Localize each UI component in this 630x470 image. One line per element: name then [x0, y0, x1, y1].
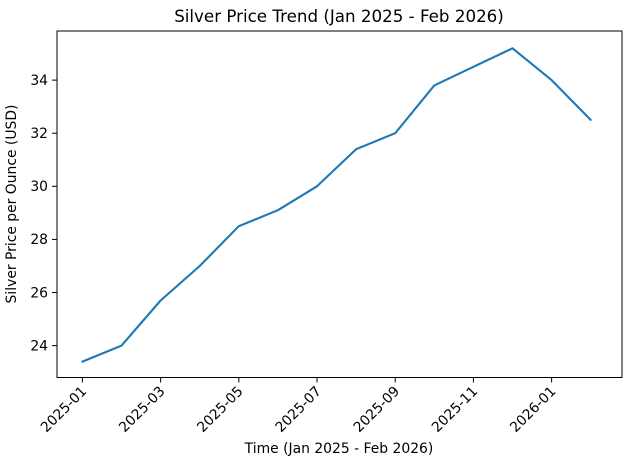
y-tick-label: 34: [30, 73, 48, 89]
plot-area: 24 26 28 30 32 34 2025-01 2025-03 2025-05 2025-07…: [30, 30, 623, 436]
x-tick-label: 2025-09: [351, 384, 403, 436]
silver-price-line: [81, 47, 592, 363]
x-tick-label: 2025-03: [116, 384, 168, 436]
x-axis-label: Time (Jan 2025 - Feb 2026): [244, 441, 434, 457]
y-axis-label: Silver Price per Ounce (USD): [4, 105, 20, 304]
y-tick-label: 30: [30, 179, 48, 195]
x-tick-label: 2025-01: [38, 384, 90, 436]
x-tick-label: 2025-05: [194, 384, 246, 436]
x-tick-label: 2025-11: [429, 384, 481, 436]
plot-border: [56, 30, 623, 378]
chart-title: Silver Price Trend (Jan 2025 - Feb 2026): [174, 6, 504, 26]
x-tick-label: 2026-01: [507, 384, 559, 436]
y-tick-label: 28: [30, 232, 48, 248]
x-tick-label: 2025-07: [272, 384, 324, 436]
y-tick-label: 32: [30, 126, 48, 142]
y-tick-label: 24: [30, 338, 48, 354]
y-tick-label: 26: [30, 285, 48, 301]
